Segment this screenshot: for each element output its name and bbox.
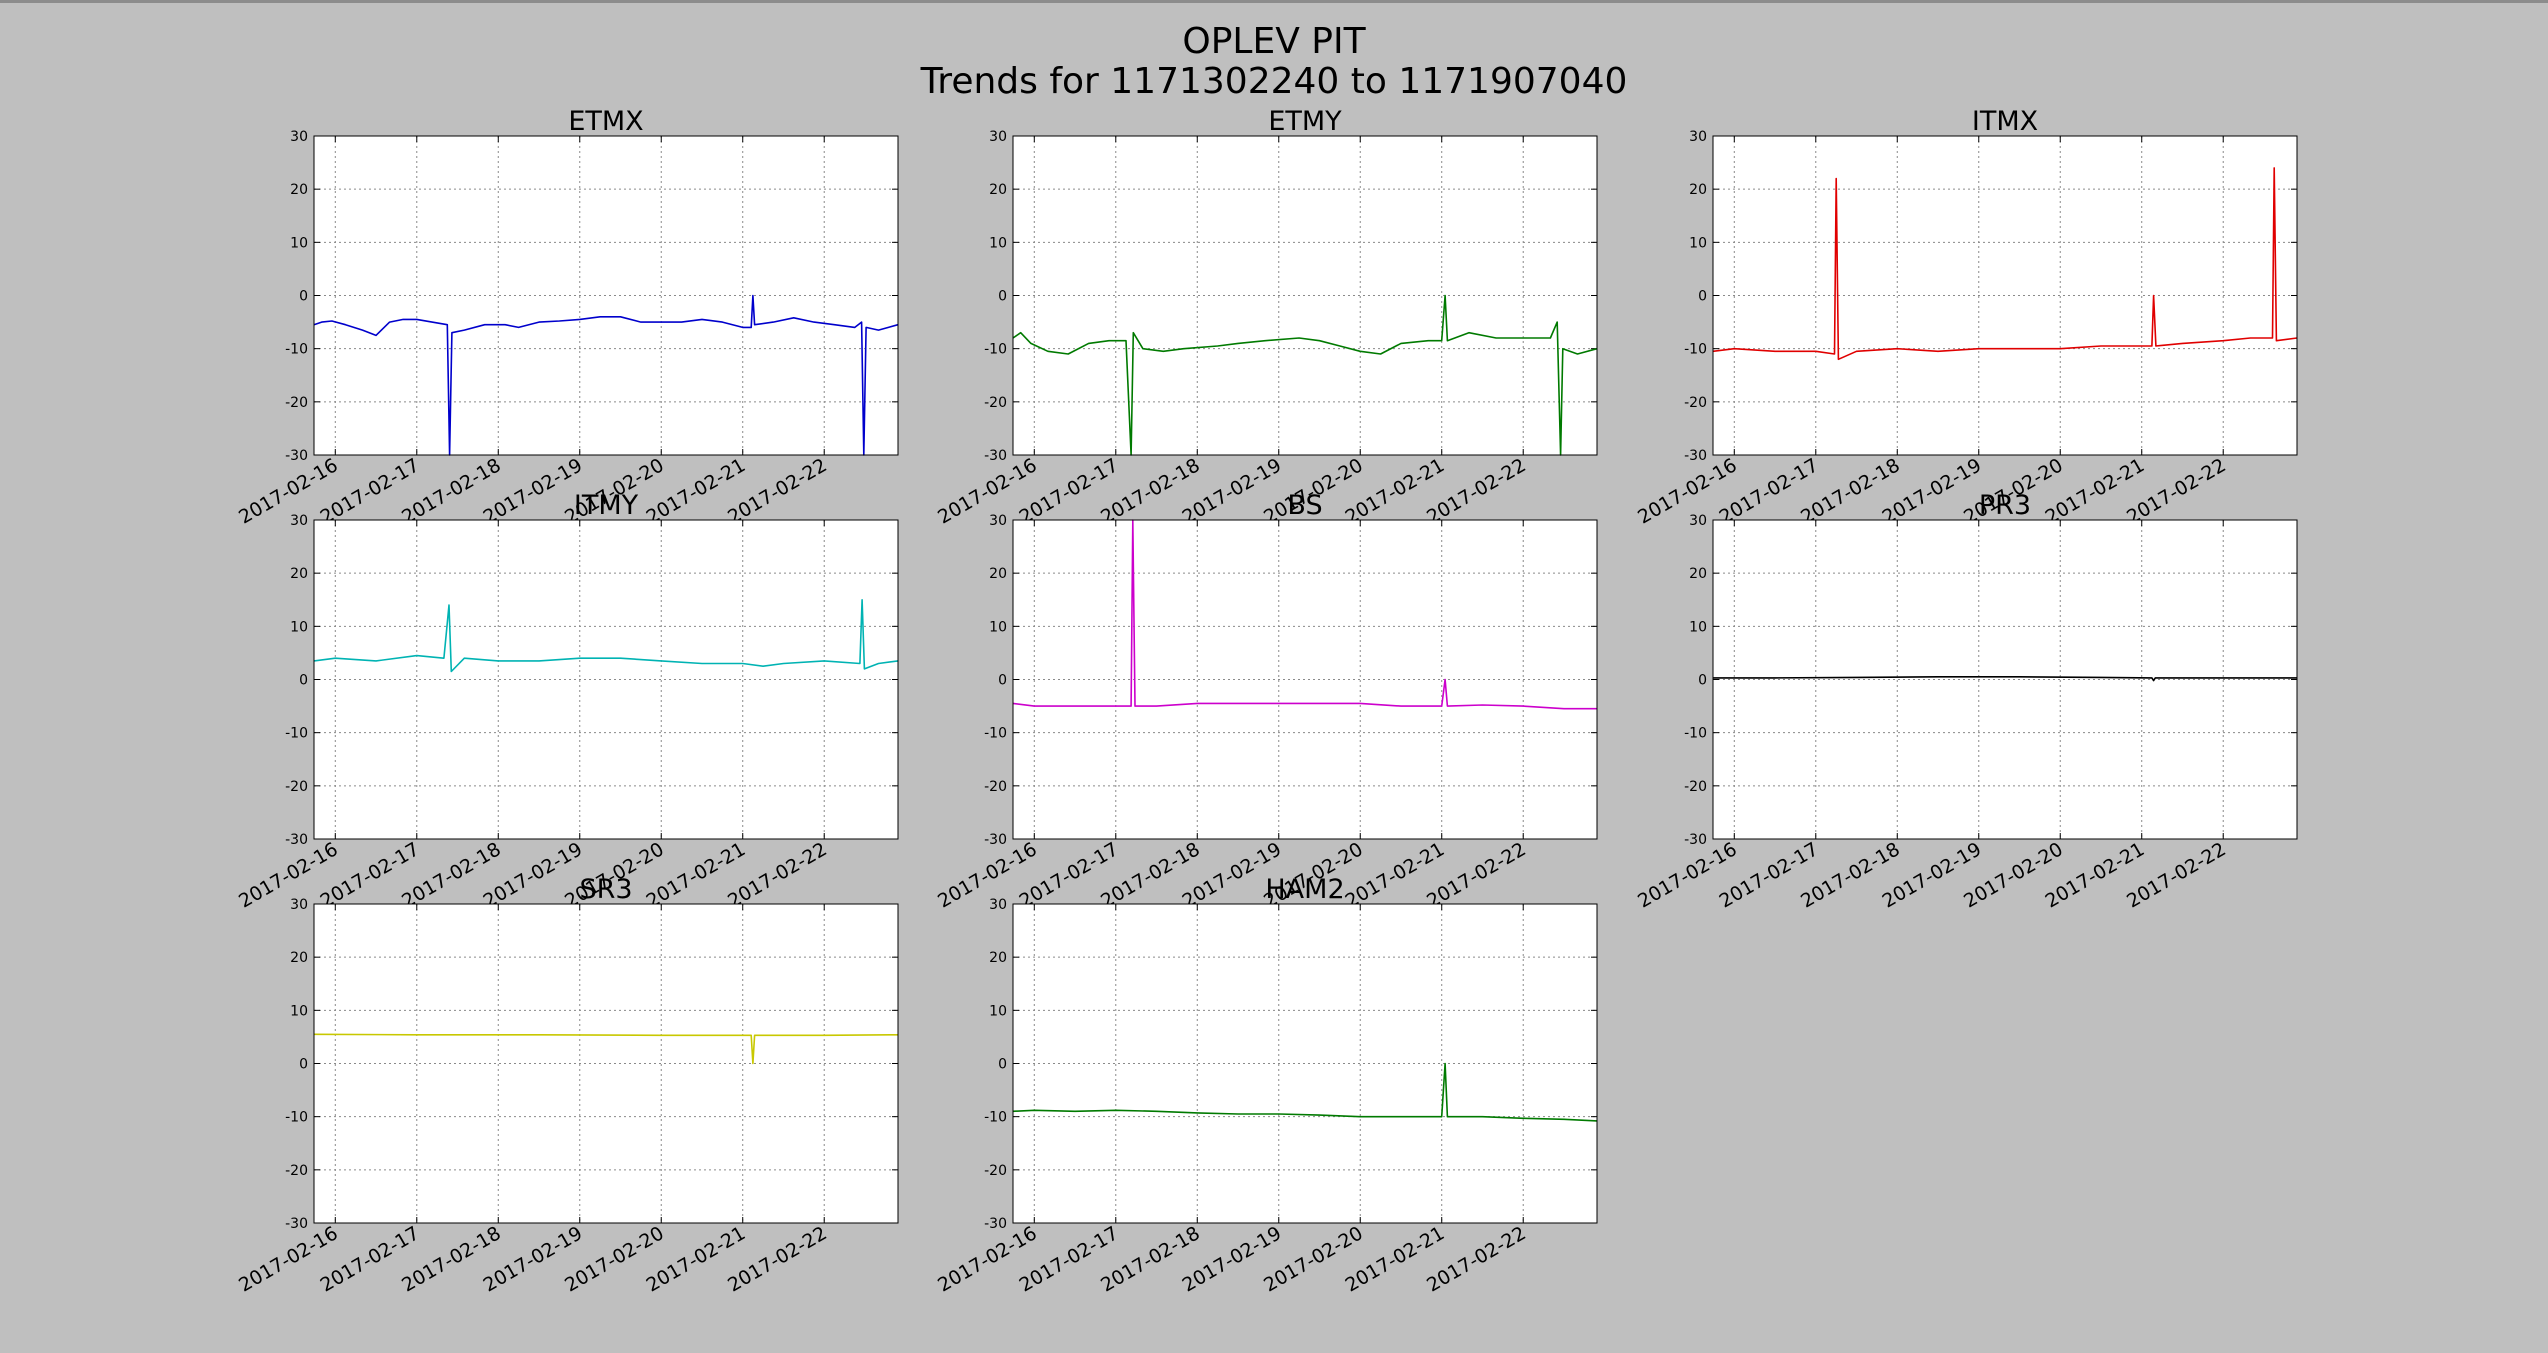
y-tick-label: 0 [299,673,308,689]
y-tick-label: 10 [989,1003,1007,1019]
y-tick-label: 30 [290,897,308,913]
subplot-ham2: -30-20-1001020302017-02-162017-02-172017… [934,874,1598,1297]
y-tick-label: 20 [290,950,308,966]
y-tick-label: 30 [989,513,1007,529]
subplot-title: ETMY [1268,106,1342,137]
series-line-bs [1012,519,1597,710]
y-tick-label: -30 [1684,448,1707,464]
y-tick-label: 0 [998,289,1007,305]
axes-frame [1712,519,2298,840]
y-tick-label: -10 [984,726,1007,742]
y-tick-label: 10 [989,619,1007,635]
subplot-title: SR3 [579,874,632,905]
y-tick-label: -20 [1684,779,1707,795]
y-tick-label: -30 [285,448,308,464]
y-tick-label: 30 [290,513,308,529]
y-tick-label: -10 [1684,726,1707,742]
y-tick-label: 20 [989,182,1007,198]
subplot-itmx: -30-20-1001020302017-02-162017-02-172017… [1634,106,2298,529]
y-tick-label: 10 [1689,235,1707,251]
subplot-title: ITMY [574,490,639,521]
axes-frame [1712,135,2298,456]
y-tick-label: 0 [299,1057,308,1073]
y-tick-label: 20 [989,566,1007,582]
figure-subtitle: Trends for 1171302240 to 1171907040 [920,61,1628,102]
y-tick-label: -10 [285,342,308,358]
y-tick-label: -20 [984,395,1007,411]
y-tick-label: 30 [989,129,1007,145]
y-tick-label: 0 [1698,673,1707,689]
subplot-etmy: -30-20-1001020302017-02-162017-02-172017… [934,106,1598,529]
subplot-itmy: -30-20-1001020302017-02-162017-02-172017… [235,490,899,913]
axes-frame [313,519,899,840]
subplot-title: ITMX [1972,106,2038,137]
subplot-title: ETMX [568,106,643,137]
y-tick-label: 10 [290,235,308,251]
y-tick-label: 30 [290,129,308,145]
axes-frame [313,903,899,1224]
y-tick-label: -30 [1684,832,1707,848]
y-tick-label: 0 [299,289,308,305]
subplot-title: PR3 [1979,490,2031,521]
series-line-pr3 [1713,675,2297,682]
y-tick-label: 30 [1689,513,1707,529]
top-border [0,0,2548,3]
y-tick-label: 20 [290,182,308,198]
subplot-title: HAM2 [1265,874,1344,905]
subplot-sr3: -30-20-1001020302017-02-162017-02-172017… [235,874,899,1297]
y-tick-label: -10 [1684,342,1707,358]
y-tick-label: -30 [285,832,308,848]
subplot-bs: -30-20-1001020302017-02-162017-02-172017… [934,490,1598,913]
y-tick-label: 10 [989,235,1007,251]
y-tick-label: 20 [989,950,1007,966]
y-tick-label: -30 [984,832,1007,848]
y-tick-label: -10 [984,1110,1007,1126]
series-line-etmx [313,294,899,456]
series-line-itmy [313,598,899,673]
y-tick-label: -10 [285,1110,308,1126]
subplot-title: BS [1287,490,1322,521]
y-tick-label: -20 [285,1163,308,1179]
axes-frame [313,135,899,456]
y-tick-label: -20 [1684,395,1707,411]
axes-frame [1012,519,1598,840]
y-tick-label: -20 [285,779,308,795]
y-tick-label: -30 [984,448,1007,464]
subplot-pr3: -30-20-1001020302017-02-162017-02-172017… [1634,490,2298,913]
y-tick-label: 10 [1689,619,1707,635]
series-line-etmy [1012,294,1598,456]
y-tick-label: -30 [984,1216,1007,1232]
y-tick-label: 0 [1698,289,1707,305]
y-tick-label: 20 [1689,566,1707,582]
y-tick-label: 0 [998,673,1007,689]
y-tick-label: -20 [285,395,308,411]
axes-frame [1012,903,1598,1224]
y-tick-label: 0 [998,1057,1007,1073]
y-tick-label: -10 [984,342,1007,358]
y-tick-label: -10 [285,726,308,742]
series-line-sr3 [313,1033,899,1065]
y-tick-label: 10 [290,619,308,635]
series-line-itmx [1712,167,2298,361]
y-tick-label: 20 [290,566,308,582]
subplot-etmx: -30-20-1001020302017-02-162017-02-172017… [235,106,899,529]
y-tick-label: -20 [984,779,1007,795]
y-tick-label: 20 [1689,182,1707,198]
axes-frame [1012,135,1598,456]
figure-title: OPLEV PIT [1182,21,1366,62]
y-tick-label: 30 [989,897,1007,913]
y-tick-label: -30 [285,1216,308,1232]
y-tick-label: -20 [984,1163,1007,1179]
y-tick-label: 30 [1689,129,1707,145]
y-tick-label: 10 [290,1003,308,1019]
series-line-ham2 [1012,1062,1598,1122]
